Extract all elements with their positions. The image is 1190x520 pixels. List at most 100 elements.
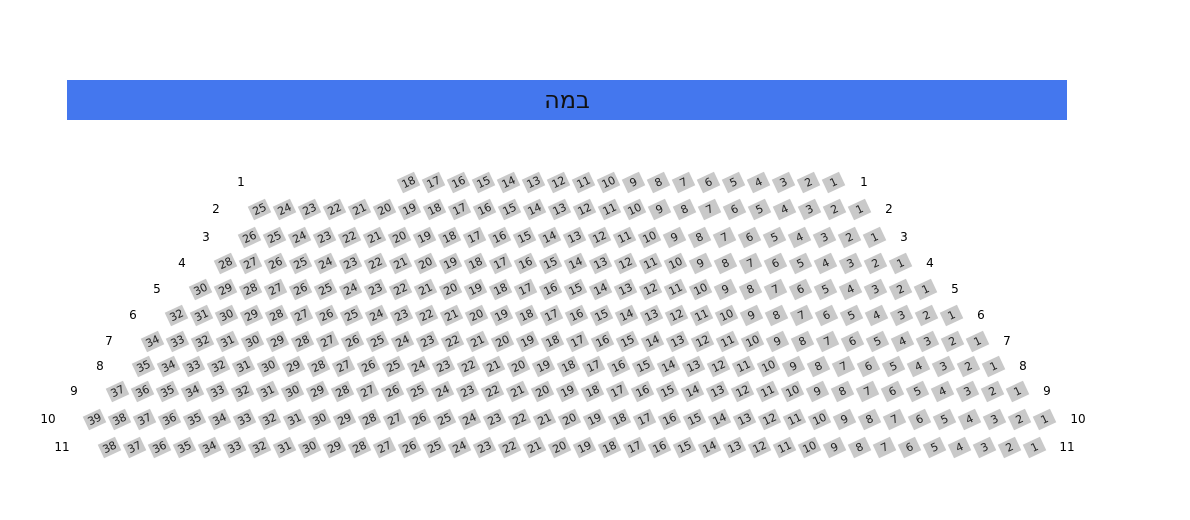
seat[interactable]: 10 xyxy=(637,226,661,248)
seat[interactable]: 39 xyxy=(82,408,106,430)
seat[interactable]: 1 xyxy=(821,171,845,193)
seat[interactable]: 18 xyxy=(437,226,461,248)
seat[interactable]: 6 xyxy=(763,252,787,274)
seat[interactable]: 4 xyxy=(838,278,862,300)
seat[interactable]: 32 xyxy=(206,355,230,377)
seat[interactable]: 28 xyxy=(213,252,237,274)
seat[interactable]: 11 xyxy=(755,380,779,402)
seat[interactable]: 2 xyxy=(888,278,912,300)
seat[interactable]: 16 xyxy=(487,226,511,248)
seat[interactable]: 8 xyxy=(764,304,788,326)
seat[interactable]: 19 xyxy=(515,330,539,352)
seat[interactable]: 6 xyxy=(722,198,746,220)
seat[interactable]: 3 xyxy=(972,436,996,458)
seat[interactable]: 20 xyxy=(547,436,571,458)
seat[interactable]: 11 xyxy=(663,278,687,300)
seat[interactable]: 32 xyxy=(190,330,214,352)
seat[interactable]: 15 xyxy=(538,252,562,274)
seat[interactable]: 20 xyxy=(530,380,554,402)
seat[interactable]: 2 xyxy=(863,252,887,274)
seat[interactable]: 7 xyxy=(872,436,896,458)
seat[interactable]: 32 xyxy=(247,436,271,458)
seat[interactable]: 38 xyxy=(107,408,131,430)
seat[interactable]: 6 xyxy=(856,355,880,377)
seat[interactable]: 21 xyxy=(413,278,437,300)
seat[interactable]: 21 xyxy=(465,330,489,352)
seat[interactable]: 15 xyxy=(615,330,639,352)
seat[interactable]: 30 xyxy=(280,380,304,402)
seat[interactable]: 9 xyxy=(621,171,645,193)
seat[interactable]: 14 xyxy=(640,330,664,352)
seat[interactable]: 7 xyxy=(789,304,813,326)
seat[interactable]: 1 xyxy=(965,330,989,352)
seat[interactable]: 4 xyxy=(813,252,837,274)
seat[interactable]: 23 xyxy=(455,380,479,402)
seat[interactable]: 31 xyxy=(215,330,239,352)
seat[interactable]: 10 xyxy=(740,330,764,352)
seat[interactable]: 23 xyxy=(389,304,413,326)
seat[interactable]: 19 xyxy=(572,436,596,458)
seat[interactable]: 15 xyxy=(563,278,587,300)
seat[interactable]: 5 xyxy=(865,330,889,352)
seat[interactable]: 20 xyxy=(506,355,530,377)
seat[interactable]: 11 xyxy=(689,304,713,326)
seat[interactable]: 5 xyxy=(905,380,929,402)
seat[interactable]: 11 xyxy=(715,330,739,352)
seat[interactable]: 27 xyxy=(263,278,287,300)
seat[interactable]: 15 xyxy=(655,380,679,402)
seat[interactable]: 8 xyxy=(713,252,737,274)
seat[interactable]: 34 xyxy=(207,408,231,430)
seat[interactable]: 12 xyxy=(747,436,771,458)
seat[interactable]: 4 xyxy=(746,171,770,193)
seat[interactable]: 26 xyxy=(380,380,404,402)
seat[interactable]: 30 xyxy=(307,408,331,430)
seat[interactable]: 9 xyxy=(805,380,829,402)
seat[interactable]: 3 xyxy=(812,226,836,248)
seat[interactable]: 7 xyxy=(738,252,762,274)
seat[interactable]: 8 xyxy=(806,355,830,377)
seat[interactable]: 29 xyxy=(213,278,237,300)
seat[interactable]: 12 xyxy=(664,304,688,326)
seat[interactable]: 8 xyxy=(738,278,762,300)
seat[interactable]: 3 xyxy=(931,355,955,377)
seat[interactable]: 4 xyxy=(890,330,914,352)
seat[interactable]: 2 xyxy=(997,436,1021,458)
seat[interactable]: 12 xyxy=(730,380,754,402)
seat[interactable]: 36 xyxy=(130,380,154,402)
seat[interactable]: 21 xyxy=(439,304,463,326)
seat[interactable]: 10 xyxy=(807,408,831,430)
seat[interactable]: 19 xyxy=(582,408,606,430)
seat[interactable]: 3 xyxy=(982,408,1006,430)
seat[interactable]: 16 xyxy=(590,330,614,352)
seat[interactable]: 10 xyxy=(663,252,687,274)
seat[interactable]: 18 xyxy=(396,171,420,193)
seat[interactable]: 11 xyxy=(571,171,595,193)
seat[interactable]: 14 xyxy=(656,355,680,377)
seat[interactable]: 9 xyxy=(832,408,856,430)
seat[interactable]: 24 xyxy=(313,252,337,274)
seat[interactable]: 30 xyxy=(240,330,264,352)
seat[interactable]: 32 xyxy=(230,380,254,402)
seat[interactable]: 33 xyxy=(181,355,205,377)
seat[interactable]: 28 xyxy=(264,304,288,326)
seat[interactable]: 16 xyxy=(564,304,588,326)
seat[interactable]: 15 xyxy=(631,355,655,377)
seat[interactable]: 27 xyxy=(355,380,379,402)
seat[interactable]: 33 xyxy=(205,380,229,402)
seat[interactable]: 26 xyxy=(397,436,421,458)
seat[interactable]: 16 xyxy=(513,252,537,274)
seat[interactable]: 21 xyxy=(481,355,505,377)
seat[interactable]: 26 xyxy=(340,330,364,352)
seat[interactable]: 29 xyxy=(239,304,263,326)
seat[interactable]: 17 xyxy=(513,278,537,300)
seat[interactable]: 1 xyxy=(862,226,886,248)
seat[interactable]: 20 xyxy=(413,252,437,274)
seat[interactable]: 15 xyxy=(589,304,613,326)
seat[interactable]: 10 xyxy=(714,304,738,326)
seat[interactable]: 28 xyxy=(306,355,330,377)
seat[interactable]: 16 xyxy=(472,198,496,220)
seat[interactable]: 10 xyxy=(596,171,620,193)
seat[interactable]: 24 xyxy=(406,355,430,377)
seat[interactable]: 9 xyxy=(739,304,763,326)
seat[interactable]: 22 xyxy=(363,252,387,274)
